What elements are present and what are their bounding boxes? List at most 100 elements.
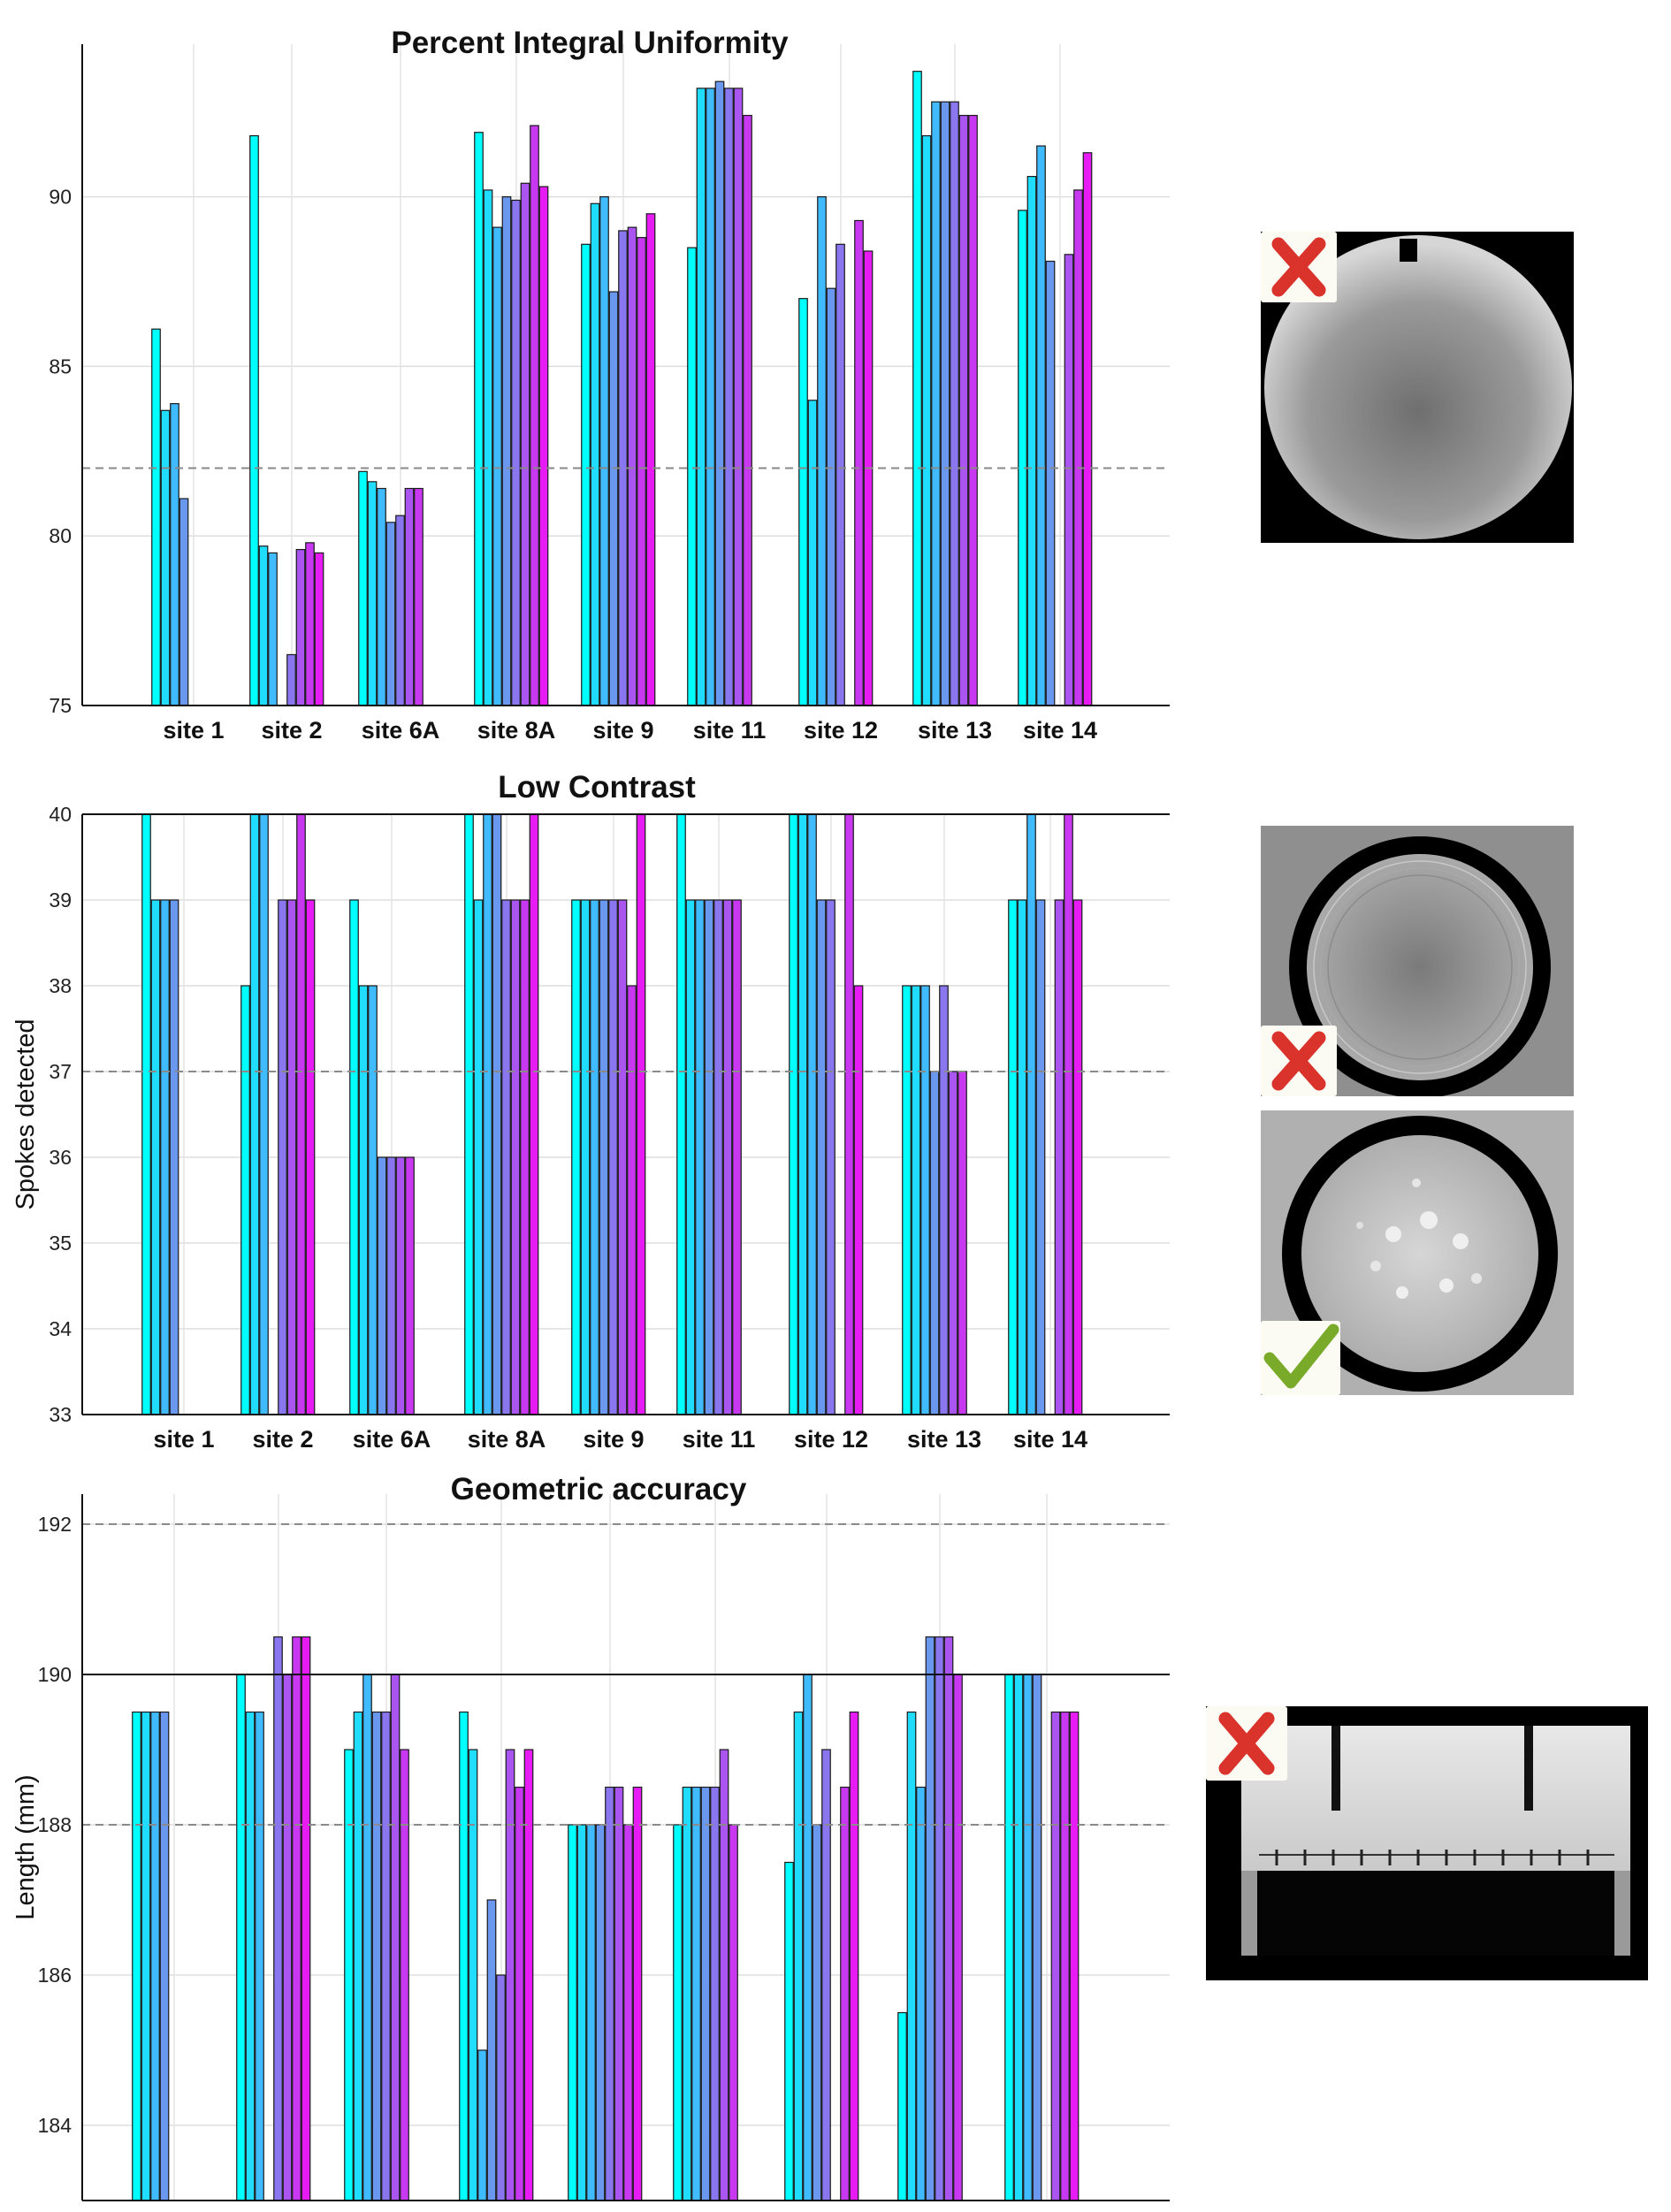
chart-panel-2: 33 34 35 36 37 38 39 40 site 1 site 2 site 6A site … [11,770,1170,1453]
bar [724,88,734,706]
bar [414,487,423,706]
bar [459,1711,469,2201]
x-tick-label: site 9 [583,1426,644,1453]
bar [733,88,744,706]
bar [595,1824,606,2201]
bar [468,1749,478,2201]
bar [627,226,637,706]
bar [580,899,591,1415]
bar [1013,1674,1024,2201]
bar [473,899,484,1415]
bar [132,1711,141,2201]
x-tick-label: site 12 [794,1426,868,1453]
bar [395,515,405,706]
bar [645,213,656,706]
bar [1064,254,1074,706]
bar [854,219,864,706]
bar [353,1711,363,2201]
bar [719,1749,729,2201]
bar [141,1711,151,2201]
bar [581,243,591,706]
y-tick-label: 34 [49,1317,72,1340]
bar [358,470,368,706]
bar [704,899,714,1415]
bar [349,899,359,1415]
bar [968,114,978,706]
x-tick-label: site 8A [468,1426,546,1453]
bar [1073,189,1083,706]
bar [695,899,705,1415]
bar [608,291,619,706]
bar [159,1711,170,2201]
bar [793,1711,804,2201]
bar [685,899,696,1415]
low-contrast-good-image [1261,1110,1574,1395]
bar [1064,813,1073,1415]
bar [840,1786,850,2201]
bar [576,1824,587,2201]
x-tick-label: site 1 [153,1426,214,1453]
bar [160,899,170,1415]
bar [1023,1674,1033,2201]
bar [538,186,549,706]
bar [249,134,259,706]
bar [405,1156,415,1415]
bar [259,813,269,1415]
bar [599,196,609,706]
bar [273,1636,283,2201]
bar [523,1749,534,2201]
bar [486,1899,497,2201]
y-tick-label: 85 [49,355,72,378]
bar [729,1824,738,2201]
bar [1054,899,1064,1415]
bar [520,182,530,706]
bar [849,1711,859,2201]
y-tick-label: 80 [49,524,72,547]
y-tick-label: 37 [49,1060,72,1083]
bar [948,1071,958,1415]
x-tick-label: site 13 [907,1426,981,1453]
bar [673,1824,683,2201]
bar [1045,260,1056,706]
bar [240,985,250,1415]
bar [599,899,609,1415]
fail-x-icon [1261,1026,1337,1096]
bar [925,1636,935,2201]
bar [863,250,874,706]
x-tick-label: site 2 [252,1426,313,1453]
bar [505,1749,515,2201]
y-tick-label: 38 [49,974,72,997]
bar [953,1674,963,2201]
bar [812,1824,822,2201]
bar [798,298,808,706]
x-tick-label: site 2 [261,717,322,744]
bar [586,1824,596,2201]
bar [929,1071,940,1415]
bar [258,545,269,706]
bar [385,522,396,706]
bar [714,80,725,706]
bar [807,400,818,706]
bar [816,899,827,1415]
x-tick-label: site 6A [353,1426,431,1453]
bar [623,1824,633,2201]
y-tick-label: 184 [38,2114,72,2137]
bar [571,899,581,1415]
bar [282,1674,293,2201]
chart-title: Percent Integral Uniformity [391,26,789,60]
x-tick-label: site 11 [683,1426,756,1453]
bar [789,813,798,1415]
x-tick-label: site 14 [1013,1426,1087,1453]
bar [682,1786,692,2201]
bar [305,542,315,706]
bar [853,985,864,1415]
bar [940,101,950,706]
bar [920,985,930,1415]
bar [510,899,521,1415]
bar [483,813,492,1415]
bar [826,899,836,1415]
bar [687,247,697,706]
bar [377,1156,387,1415]
bar [249,813,260,1415]
